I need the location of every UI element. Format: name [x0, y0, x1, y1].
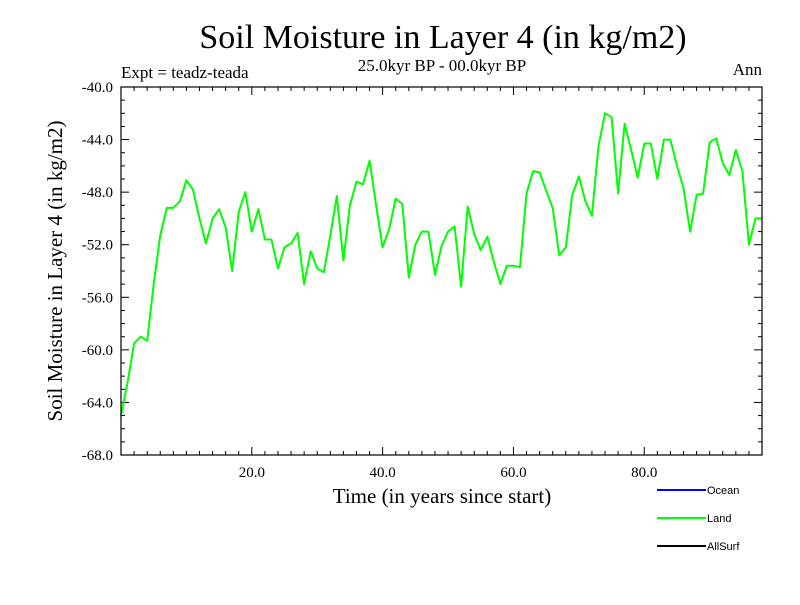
x-tick-label: 80.0 [631, 465, 657, 481]
experiment-label: Expt = teadz-teada [121, 63, 249, 82]
series-line-land [120, 112, 762, 416]
y-tick-label: -40.0 [82, 80, 113, 96]
y-tick-label: -48.0 [82, 185, 113, 201]
y-tick-label: -56.0 [82, 290, 113, 306]
y-axis-ticks: -40.0 -44.0 -48.0 -52.0 -56.0 -60.0 -64.0 -68.0 [82, 80, 762, 464]
y-axis-label: Soil Moisture in Layer 4 (in kg/m2) [43, 121, 67, 422]
plot-frame [120, 86, 763, 456]
x-tick-label: 60.0 [500, 465, 526, 481]
x-tick-label: 40.0 [370, 465, 396, 481]
time-range-label: 25.0kyr BP - 00.0kyr BP [358, 56, 526, 75]
y-tick-label: -52.0 [82, 238, 113, 254]
legend-label-land: Land [707, 513, 731, 525]
x-tick-label: 20.0 [239, 465, 265, 481]
y-tick-label: -68.0 [82, 448, 113, 464]
x-axis-ticks: 20.0 40.0 60.0 80.0 [133, 87, 763, 481]
y-tick-label: -64.0 [82, 395, 113, 411]
legend-label-ocean: Ocean [707, 485, 739, 497]
y-tick-label: -44.0 [82, 133, 113, 149]
chart-title: Soil Moisture in Layer 4 (in kg/m2) [199, 19, 686, 56]
season-label: Ann [733, 60, 763, 79]
series-layer [120, 112, 762, 416]
legend: Ocean Land AllSurf [657, 485, 740, 553]
legend-label-allsurf: AllSurf [707, 541, 740, 553]
y-tick-label: -60.0 [82, 343, 113, 359]
x-axis-label: Time (in years since start) [333, 484, 552, 508]
